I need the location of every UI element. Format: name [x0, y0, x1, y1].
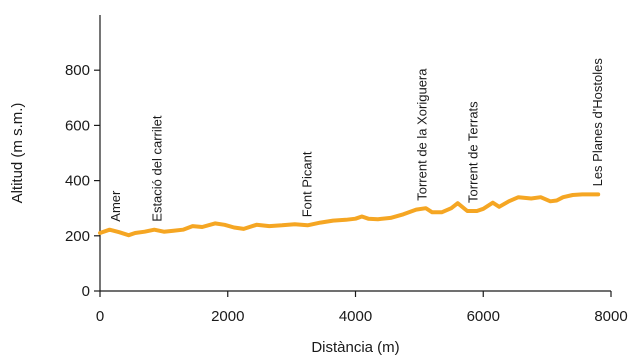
annotation-label: Font Picant: [300, 151, 315, 217]
y-tick-label: 0: [82, 283, 90, 300]
y-tick-label: 800: [65, 62, 90, 79]
series: [98, 192, 601, 238]
y-tick-label: 400: [65, 173, 90, 190]
annotation-label: Amer: [108, 190, 123, 222]
annotation-label: Torrent de la Xoriguera: [415, 68, 430, 201]
x-tick-label: 8000: [594, 308, 627, 325]
y-tick-label: 600: [65, 117, 90, 134]
y-tick-label: 200: [65, 228, 90, 245]
annotation-label: Torrent de Terrats: [466, 101, 481, 203]
elevation-profile-line: [98, 192, 601, 238]
annotations: Amer Estació del carrilet Font Picant Torre…: [108, 58, 605, 222]
x-tick-label: 2000: [211, 308, 244, 325]
annotation-label: Estació del carrilet: [149, 115, 164, 222]
x-axis-label: Distància (m): [311, 339, 399, 356]
x-tick-label: 6000: [467, 308, 500, 325]
x-tick-label: 4000: [339, 308, 372, 325]
y-axis-label: Altitud (m s.m.): [9, 103, 26, 204]
annotation-label: Les Planes d'Hostoles: [590, 58, 605, 187]
x-tick-label: 0: [96, 308, 104, 325]
